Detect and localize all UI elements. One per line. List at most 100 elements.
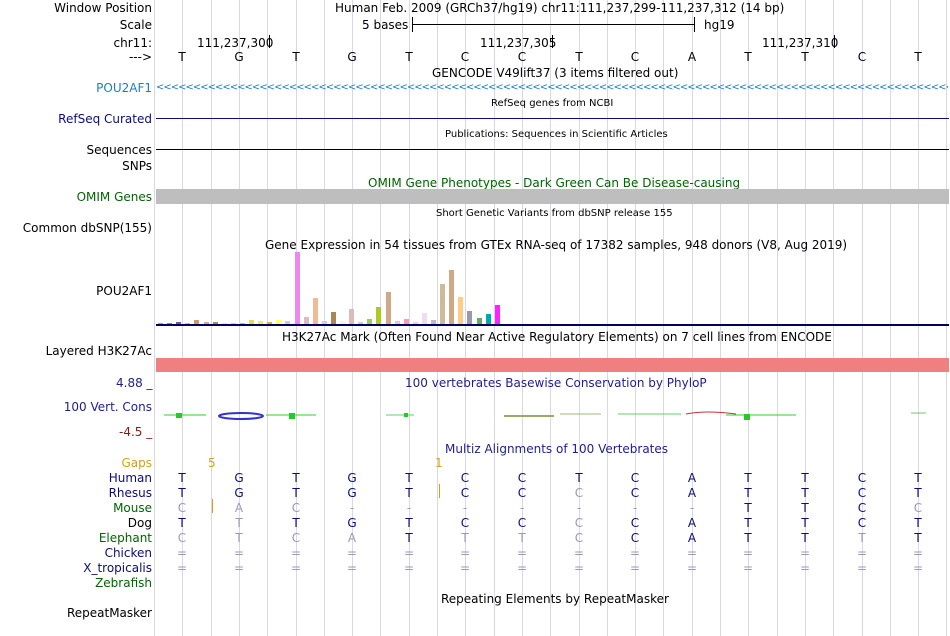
aligned-base: = xyxy=(459,546,471,560)
aligned-base: = xyxy=(516,561,528,575)
gtex-tissue-bar[interactable] xyxy=(249,320,254,324)
guide-line xyxy=(862,0,863,636)
scale-bar-right-tick xyxy=(694,17,695,32)
h3k27ac-track-label[interactable]: Layered H3K27Ac xyxy=(45,344,152,358)
gtex-tissue-bar[interactable] xyxy=(231,323,236,324)
gtex-track-label[interactable]: POU2AF1 xyxy=(96,284,152,298)
gtex-tissue-bar[interactable] xyxy=(158,323,163,324)
gencode-item-label[interactable]: POU2AF1 xyxy=(96,81,152,95)
gtex-tissue-bar[interactable] xyxy=(295,252,300,324)
gencode-track-title[interactable]: GENCODE V49lift37 (3 items filtered out) xyxy=(432,66,679,80)
publications-track-label[interactable]: Sequences xyxy=(86,143,152,157)
gtex-tissue-bar[interactable] xyxy=(358,322,363,324)
aligned-base: T xyxy=(292,471,300,485)
gtex-tissue-bar[interactable] xyxy=(477,318,482,324)
aligned-base: T xyxy=(178,516,186,530)
gtex-tissue-bar[interactable] xyxy=(222,323,227,324)
gtex-tissue-bar[interactable] xyxy=(276,320,281,324)
species-label[interactable]: Elephant xyxy=(98,531,152,545)
sequence-base: G xyxy=(234,50,244,64)
gtex-tissue-bar[interactable] xyxy=(413,322,418,324)
omim-feature[interactable] xyxy=(156,189,949,204)
gtex-tissue-bar[interactable] xyxy=(185,323,190,324)
repeatmasker-track-label[interactable]: RepeatMasker xyxy=(66,606,152,620)
gtex-tissue-bar[interactable] xyxy=(376,307,381,324)
species-label[interactable]: Mouse xyxy=(113,501,152,515)
multiz-track-title[interactable]: Multiz Alignments of 100 Vertebrates xyxy=(445,442,669,456)
gtex-tissue-bar[interactable] xyxy=(395,321,400,324)
gtex-tissue-bar[interactable] xyxy=(449,270,454,324)
gtex-tissue-bar[interactable] xyxy=(349,309,354,324)
gtex-tissue-bar[interactable] xyxy=(213,322,218,324)
guide-line xyxy=(409,0,410,636)
gtex-tissue-bar[interactable] xyxy=(240,323,245,324)
h3k27ac-signal[interactable] xyxy=(156,358,949,372)
refseq-gene-feature[interactable] xyxy=(156,118,949,119)
conservation-plot[interactable] xyxy=(156,405,949,425)
refseq-track-title[interactable]: RefSeq genes from NCBI xyxy=(491,98,614,109)
gtex-tissue-bar[interactable] xyxy=(340,321,345,324)
gencode-gene-feature[interactable]: <<<<<<<<<<<<<<<<<<<<<<<<<<<<<<<<<<<<<<<<… xyxy=(156,82,948,93)
publications-track-title[interactable]: Publications: Sequences in Scientific Ar… xyxy=(445,129,668,140)
gtex-tissue-bar[interactable] xyxy=(495,305,500,324)
snps-label[interactable]: SNPs xyxy=(122,159,152,173)
gtex-tissue-bar[interactable] xyxy=(440,284,445,324)
gtex-tissue-bar[interactable] xyxy=(404,319,409,324)
coord-2: 111,237,305 xyxy=(480,36,557,50)
gtex-tissue-bar[interactable] xyxy=(313,298,318,324)
gtex-tissue-bar[interactable] xyxy=(176,322,181,324)
gtex-tissue-bar[interactable] xyxy=(194,320,199,324)
gtex-tissue-bar[interactable] xyxy=(458,297,463,324)
aligned-base: - xyxy=(349,501,355,515)
sequence-base: G xyxy=(347,50,357,64)
gtex-tissue-bar[interactable] xyxy=(267,322,272,324)
publications-feature[interactable] xyxy=(156,149,949,150)
species-label[interactable]: X_tropicalis xyxy=(83,561,152,575)
gtex-tissue-bar[interactable] xyxy=(258,321,263,324)
species-label[interactable]: Dog xyxy=(127,516,152,530)
refseq-track-label[interactable]: RefSeq Curated xyxy=(58,112,152,126)
aligned-base: T xyxy=(801,501,809,515)
gtex-tissue-bar[interactable] xyxy=(486,314,491,324)
conservation-track-title[interactable]: 100 vertebrates Basewise Conservation by… xyxy=(405,376,707,390)
dbsnp-track-label[interactable]: Common dbSNP(155) xyxy=(22,221,152,235)
omim-track-title[interactable]: OMIM Gene Phenotypes - Dark Green Can Be… xyxy=(368,176,741,190)
aligned-base: G xyxy=(347,486,357,500)
h3k27ac-track-title[interactable]: H3K27Ac Mark (Often Found Near Active Re… xyxy=(282,330,832,344)
gtex-track-title[interactable]: Gene Expression in 54 tissues from GTEx … xyxy=(265,238,848,252)
aligned-base: C xyxy=(291,501,301,515)
dbsnp-track-title[interactable]: Short Genetic Variants from dbSNP releas… xyxy=(436,208,673,219)
gtex-tissue-bar[interactable] xyxy=(431,320,436,324)
assembly-position[interactable]: Human Feb. 2009 (GRCh37/hg19) chr11:111,… xyxy=(335,1,785,15)
aligned-base: C xyxy=(460,486,470,500)
gtex-tissue-bar[interactable] xyxy=(322,321,327,324)
gtex-tissue-bar[interactable] xyxy=(331,312,336,324)
gtex-tissue-bar[interactable] xyxy=(467,311,472,324)
guide-line xyxy=(437,0,438,636)
guide-line xyxy=(946,0,947,636)
gtex-tissue-bar[interactable] xyxy=(367,319,372,324)
aligned-base: C xyxy=(574,486,584,500)
species-label[interactable]: Rhesus xyxy=(108,486,152,500)
gtex-tissue-bar[interactable] xyxy=(285,321,290,324)
gtex-tissue-bar[interactable] xyxy=(204,322,209,324)
aligned-base: A xyxy=(687,486,697,500)
species-label[interactable]: Chicken xyxy=(104,546,152,560)
species-label[interactable]: Human xyxy=(108,471,152,485)
conservation-track-label[interactable]: 100 Vert. Cons xyxy=(63,400,152,414)
aligned-base: = xyxy=(686,546,698,560)
gtex-bar-chart[interactable] xyxy=(158,252,538,324)
aligned-base: C xyxy=(460,471,470,485)
omim-track-label[interactable]: OMIM Genes xyxy=(76,190,152,204)
aligned-base: T xyxy=(744,516,752,530)
gtex-tissue-bar[interactable] xyxy=(304,317,309,324)
species-label[interactable]: Zebrafish xyxy=(95,576,152,590)
aligned-base: = xyxy=(799,561,811,575)
gtex-tissue-bar[interactable] xyxy=(167,323,172,324)
gtex-tissue-bar[interactable] xyxy=(386,292,391,324)
aligned-base: C xyxy=(517,516,527,530)
aligned-base: T xyxy=(914,516,922,530)
gtex-tissue-bar[interactable] xyxy=(422,313,427,324)
aligned-base: - xyxy=(406,501,412,515)
repeatmasker-track-title[interactable]: Repeating Elements by RepeatMasker xyxy=(441,592,669,606)
